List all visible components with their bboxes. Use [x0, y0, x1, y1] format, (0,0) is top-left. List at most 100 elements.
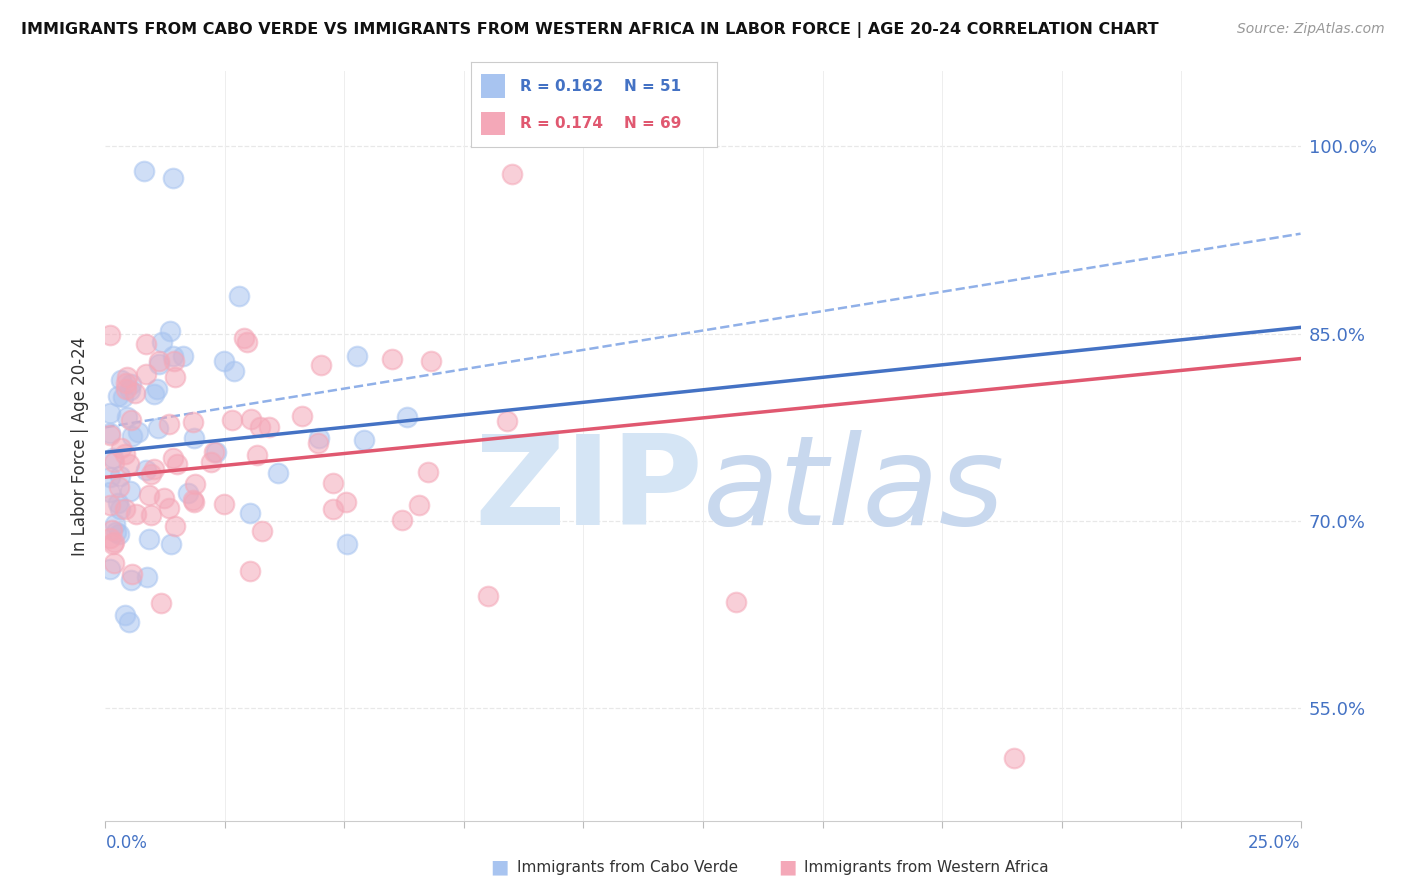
Point — [162, 171, 184, 186]
Point — [98, 562, 121, 576]
Point — [240, 412, 263, 426]
Point — [118, 615, 141, 629]
Point — [346, 349, 368, 363]
Point — [246, 448, 269, 462]
Point — [146, 382, 169, 396]
Y-axis label: In Labor Force | Age 20-24: In Labor Force | Age 20-24 — [70, 336, 89, 556]
Point — [115, 382, 138, 396]
Point — [120, 483, 142, 498]
Point — [183, 416, 205, 430]
Point — [148, 358, 170, 372]
Point — [105, 525, 128, 540]
Point — [111, 390, 134, 404]
Point — [166, 457, 188, 471]
Point — [183, 431, 205, 445]
Text: R = 0.162: R = 0.162 — [520, 78, 603, 94]
Point — [110, 441, 132, 455]
Point — [114, 607, 136, 622]
Point — [135, 463, 157, 477]
FancyBboxPatch shape — [481, 112, 506, 136]
Text: R = 0.174: R = 0.174 — [520, 116, 603, 131]
Point — [121, 566, 143, 581]
Point — [103, 455, 125, 469]
Point — [98, 470, 121, 484]
Point — [121, 573, 143, 587]
Point — [183, 494, 205, 508]
Point — [202, 445, 225, 459]
Point — [162, 451, 184, 466]
Point — [249, 420, 271, 434]
Point — [416, 465, 439, 479]
Point — [108, 502, 131, 516]
Point — [150, 334, 173, 349]
Point — [335, 494, 357, 508]
Point — [236, 334, 259, 349]
Point — [117, 458, 139, 472]
Point — [725, 595, 748, 609]
Point — [162, 349, 184, 363]
Point — [163, 518, 186, 533]
Point — [322, 502, 344, 516]
Point — [204, 445, 226, 459]
Text: ■: ■ — [489, 857, 509, 877]
Point — [239, 506, 262, 520]
Point — [98, 406, 121, 420]
Point — [135, 337, 157, 351]
Point — [143, 387, 166, 401]
Point — [408, 499, 430, 513]
Point — [101, 523, 124, 537]
Point — [322, 475, 344, 490]
Point — [222, 364, 245, 378]
Text: atlas: atlas — [703, 431, 1005, 551]
Point — [163, 369, 186, 384]
Point — [172, 350, 194, 364]
Point — [108, 468, 131, 483]
Point — [307, 436, 329, 450]
Point — [139, 508, 162, 522]
Text: 0.0%: 0.0% — [105, 834, 148, 852]
Point — [200, 455, 222, 469]
Point — [153, 491, 176, 505]
Text: 25.0%: 25.0% — [1249, 834, 1301, 852]
Text: N = 51: N = 51 — [624, 78, 681, 94]
Point — [266, 466, 288, 480]
Point — [120, 413, 142, 427]
Point — [291, 409, 314, 423]
Point — [221, 413, 243, 427]
Point — [98, 327, 121, 342]
Point — [183, 477, 205, 491]
Point — [250, 524, 273, 538]
Point — [98, 427, 121, 442]
Point — [98, 425, 121, 440]
Point — [381, 351, 404, 366]
Point — [477, 589, 499, 603]
Text: Immigrants from Cabo Verde: Immigrants from Cabo Verde — [517, 860, 738, 874]
Text: N = 69: N = 69 — [624, 116, 681, 131]
Point — [353, 433, 375, 447]
Point — [496, 414, 519, 428]
Point — [107, 496, 129, 510]
Point — [98, 485, 121, 500]
Point — [143, 462, 166, 476]
Point — [101, 451, 124, 466]
Point — [120, 383, 142, 397]
Point — [212, 497, 235, 511]
Point — [228, 289, 250, 303]
Point — [101, 537, 124, 551]
Point — [308, 431, 330, 445]
Point — [115, 376, 138, 390]
Point — [391, 513, 413, 527]
Point — [115, 370, 138, 384]
Point — [108, 480, 131, 494]
Point — [114, 447, 136, 461]
Point — [419, 354, 441, 368]
Point — [132, 164, 155, 178]
Point — [115, 410, 138, 425]
Point — [135, 368, 157, 382]
Point — [148, 354, 170, 368]
Point — [157, 501, 180, 516]
Point — [124, 386, 146, 401]
Point — [159, 324, 181, 338]
Point — [336, 537, 359, 551]
Point — [127, 425, 149, 440]
